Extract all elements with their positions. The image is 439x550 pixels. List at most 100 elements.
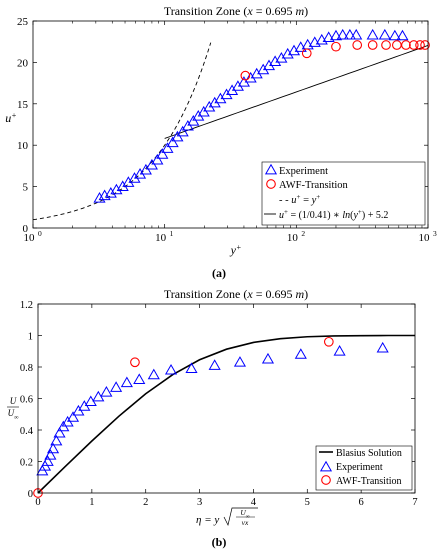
chart-a-ylabel: u+ — [5, 111, 16, 126]
awf-point — [130, 357, 140, 368]
legend-b-box — [315, 445, 413, 491]
legend-b-awf: AWF-Transition — [336, 476, 402, 487]
chart-b-ylabel: U U∞ — [7, 396, 19, 421]
experiment-point — [350, 28, 363, 40]
experiment-point — [110, 381, 123, 392]
x-tick-exponent: 2 — [301, 229, 305, 238]
experiment-point — [100, 385, 113, 397]
experiment-point — [208, 359, 221, 370]
experiment-point — [104, 187, 117, 198]
experiment-point — [336, 28, 349, 40]
chart-b-title: Transition Zone (x = 0.695 m) — [164, 287, 308, 301]
x-tick-exponent: 3 — [433, 229, 437, 238]
x-tick-exponent: 1 — [170, 229, 174, 238]
legend-a-loglaw: u+ = (1/0.41) ∗ ln(y+) + 5.2 — [279, 208, 388, 221]
legend-b-triangle — [319, 460, 333, 472]
experiment-point — [53, 426, 66, 438]
y-tick-label: 5 — [23, 182, 29, 194]
legend-b-circle — [321, 475, 331, 485]
y-tick-label: 0.4 — [20, 426, 34, 437]
chart-a-axes-box — [32, 20, 429, 229]
experiment-point — [322, 31, 335, 42]
y-tick-label: 0 — [28, 489, 33, 500]
experiment-point — [110, 183, 123, 195]
x-tick-label: 3 — [197, 497, 202, 508]
experiment-point — [269, 55, 282, 66]
experiment-point — [164, 363, 178, 375]
y-tick-label: 0.2 — [20, 458, 33, 469]
experiment-point — [47, 442, 60, 454]
experiment-point — [44, 448, 57, 460]
svg-text:η = y: η = y — [196, 514, 219, 526]
experiment-point — [294, 348, 307, 359]
awf-point — [381, 40, 391, 50]
legend-a-box — [261, 161, 426, 226]
awf-point — [392, 40, 402, 50]
legend-a-awf: AWF-Transition — [279, 180, 349, 191]
awf-point — [420, 40, 430, 50]
y-tick-label: 15 — [17, 99, 29, 111]
y-tick-label: 0 — [23, 223, 29, 235]
experiment-point — [151, 153, 164, 165]
panel-a-label: (a) — [212, 266, 226, 280]
panel-b-label: (b) — [212, 535, 227, 549]
experiment-point — [233, 356, 247, 367]
awf-point — [331, 41, 341, 52]
awf-point — [401, 40, 411, 50]
x-tick-label: 10 — [287, 232, 299, 244]
experiment-point — [388, 29, 401, 41]
experiment-point — [376, 341, 389, 353]
experiment-point — [41, 455, 54, 466]
svg-text:U∞: U∞ — [8, 408, 20, 421]
experiment-point — [378, 28, 391, 40]
experiment-point — [396, 29, 409, 41]
chart-a-title: Transition Zone (x = 0.695 m) — [164, 4, 308, 18]
legend-a-linear: - - u+ = y+ — [279, 193, 320, 206]
experiment-point — [120, 376, 133, 388]
experiment-point — [50, 434, 63, 446]
x-tick-label: 6 — [359, 497, 364, 508]
experiment-point — [333, 345, 346, 356]
y-tick-label: 0.6 — [20, 395, 33, 406]
awf-point — [408, 40, 419, 50]
x-tick-label: 7 — [412, 497, 417, 508]
chart-b-plot — [33, 334, 415, 498]
x-tick-label: 10 — [419, 232, 431, 244]
experiment-point — [66, 411, 80, 422]
y-tick-label: 25 — [17, 16, 29, 28]
experiment-point — [176, 125, 189, 137]
legend-b-experiment: Experiment — [336, 462, 383, 473]
x-tick-label: 4 — [251, 497, 257, 508]
panel-a: Transition Zone (x = 0.695 m) 10 0 10 1 10 2 1… — [5, 4, 437, 280]
x-tick-label: 1 — [89, 497, 94, 508]
experiment-point — [161, 142, 174, 153]
awf-point — [301, 48, 312, 59]
svg-text:U: U — [10, 396, 17, 406]
x-tick-label: 10 — [155, 232, 167, 244]
experiment-point — [329, 29, 343, 41]
y-tick-label: 1.2 — [20, 300, 33, 311]
awf-point — [367, 40, 378, 50]
legend-a-circle — [266, 179, 276, 189]
chart-a-xlabel: y+ — [230, 243, 242, 258]
x-tick-label: 10 — [24, 232, 36, 244]
x-tick-label: 0 — [35, 497, 40, 508]
awf-point — [352, 40, 363, 50]
experiment-point — [281, 47, 294, 59]
legend-a-triangle — [264, 163, 278, 175]
chart-b-legend: Blasius Solution Experiment AWF-Transiti… — [315, 445, 413, 491]
linear-law-line — [33, 42, 212, 221]
y-tick-label: 10 — [17, 140, 29, 152]
experiment-point — [166, 136, 179, 148]
experiment-point — [366, 28, 379, 40]
experiment-point — [147, 368, 160, 380]
y-tick-label: 1 — [28, 332, 33, 343]
experiment-point — [156, 148, 169, 159]
y-tick-label: 0.8 — [20, 363, 33, 374]
awf-point — [415, 40, 425, 50]
x-tick-exponent: 0 — [38, 229, 42, 238]
chart-b-ticks: 0 1 2 3 4 5 6 7 0 0.2 0.4 0.6 0.8 1 1.2 — [20, 300, 418, 508]
experiment-point — [261, 352, 275, 364]
